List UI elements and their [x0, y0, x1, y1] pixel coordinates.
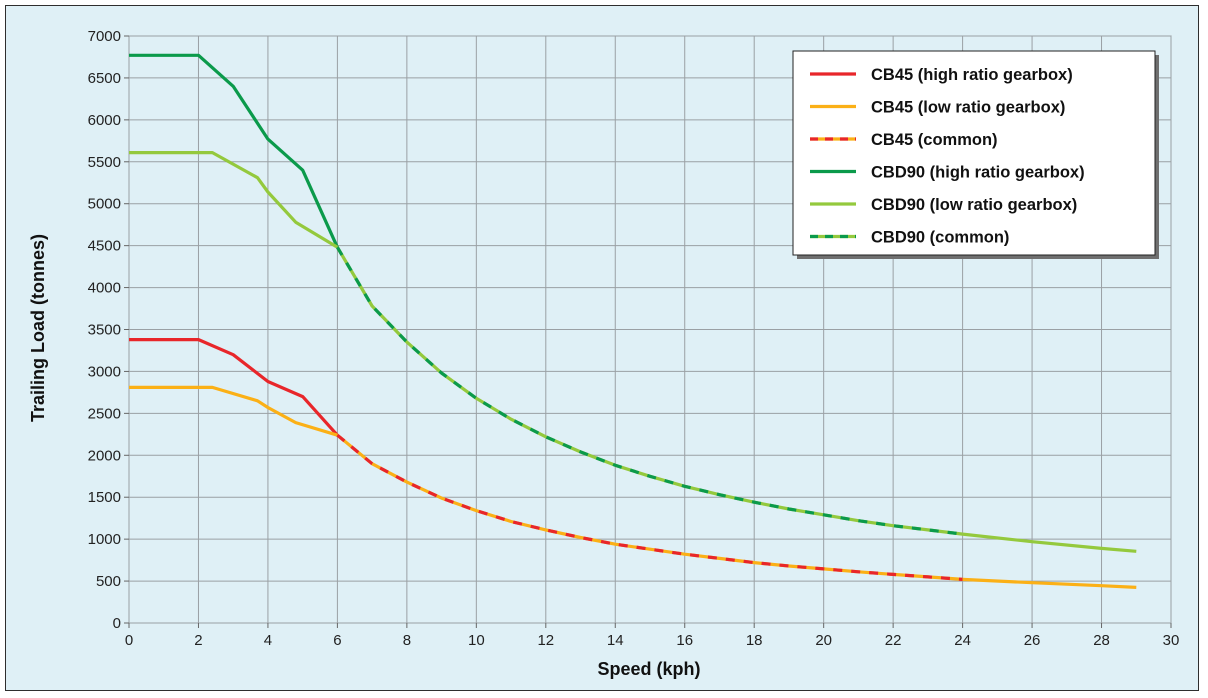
- x-tick-label: 26: [1024, 632, 1041, 649]
- y-axis-ticks: 0 500 1000 1500 2000 2500 3000 3500 4000 4500 5000…: [88, 28, 121, 632]
- series-line-series: [962, 532, 1137, 553]
- y-axis-title: Trailing Load (tonnes): [28, 234, 48, 422]
- x-tick-label: 4: [264, 632, 272, 649]
- legend: CB45 (high ratio gearbox) CB45 (low ratio…: [792, 50, 1159, 259]
- x-tick-label: 20: [815, 632, 832, 649]
- x-axis-title: Speed (kph): [597, 659, 700, 679]
- y-tick-label: 7000: [88, 28, 121, 45]
- legend-label: CB45 (high ratio gearbox): [871, 66, 1073, 84]
- series-line-series: [962, 577, 1137, 589]
- y-tick-label: 2000: [88, 447, 121, 464]
- series-line-cb45-high-ratio-gearbox: [129, 338, 339, 437]
- y-tick-label: 4000: [88, 280, 121, 297]
- y-tick-label: 6000: [88, 112, 121, 129]
- y-tick-label: 1000: [88, 531, 121, 548]
- x-tick-label: 18: [746, 632, 763, 649]
- series-line-cbd90-low-ratio-gearbox: [129, 151, 339, 249]
- y-tick-label: 3500: [88, 322, 121, 339]
- x-tick-label: 16: [676, 632, 693, 649]
- legend-label: CBD90 (common): [871, 229, 1009, 247]
- legend-label: CB45 (common): [871, 131, 998, 149]
- y-tick-label: 3000: [88, 363, 121, 380]
- series-line-cbd90-high-ratio-gearbox: [129, 53, 339, 248]
- x-tick-label: 14: [607, 632, 624, 649]
- x-tick-label: 22: [885, 632, 902, 649]
- series-line-dash-cbd90-common: [336, 246, 963, 536]
- x-tick-label: 6: [333, 632, 341, 649]
- legend-box: [792, 50, 1156, 256]
- y-tick-label: 6500: [88, 70, 121, 87]
- series-line-dash-cb45-common: [336, 433, 963, 581]
- y-tick-label: 500: [96, 573, 121, 590]
- y-tick-label: 5000: [88, 196, 121, 213]
- x-tick-label: 2: [194, 632, 202, 649]
- x-tick-label: 30: [1163, 632, 1180, 649]
- x-axis-ticks: 0 2 4 6 8 10 12 14 16 18 20 22 24 26 28 30: [125, 632, 1180, 649]
- series-line-cb45-low-ratio-gearbox: [129, 385, 338, 437]
- y-tick-label: 2500: [88, 405, 121, 422]
- x-tick-label: 10: [468, 632, 485, 649]
- x-tick-label: 0: [125, 632, 133, 649]
- y-tick-label: 5500: [88, 154, 121, 171]
- y-tick-label: 1500: [88, 489, 121, 506]
- y-tick-label: 4500: [88, 238, 121, 255]
- series-lines: [129, 53, 1137, 589]
- line-chart: 0 500 1000 1500 2000 2500 3000 3500 4000 4500 5000…: [28, 28, 1180, 679]
- y-tick-label: 0: [113, 615, 121, 632]
- x-tick-label: 8: [403, 632, 411, 649]
- chart-frame: 0 500 1000 1500 2000 2500 3000 3500 4000 4500 5000…: [5, 5, 1199, 691]
- x-tick-label: 28: [1093, 632, 1110, 649]
- legend-label: CB45 (low ratio gearbox): [871, 99, 1065, 117]
- legend-label: CBD90 (high ratio gearbox): [871, 164, 1085, 182]
- legend-label: CBD90 (low ratio gearbox): [871, 196, 1077, 214]
- x-tick-label: 12: [537, 632, 554, 649]
- x-tick-label: 24: [954, 632, 971, 649]
